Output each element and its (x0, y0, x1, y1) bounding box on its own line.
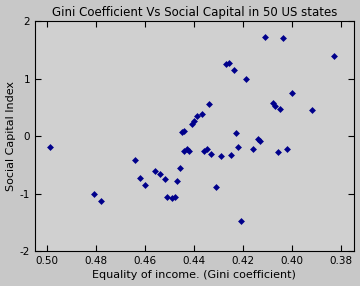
Point (219, 154, 224, 159)
Point (184, 147, 190, 151)
Point (235, 144, 241, 149)
Point (172, 195, 177, 200)
Point (228, 152, 234, 157)
Point (47, 144, 53, 149)
Point (258, 139, 264, 143)
Point (201, 148, 207, 153)
Point (132, 158, 138, 163)
Point (186, 148, 192, 153)
Point (331, 53, 337, 58)
Point (179, 129, 185, 134)
X-axis label: Equality of income. (Gini coefficient): Equality of income. (Gini coefficient) (93, 271, 296, 281)
Point (272, 104, 278, 109)
Point (199, 112, 204, 117)
Point (162, 177, 168, 182)
Point (226, 60, 231, 65)
Point (309, 108, 315, 112)
Point (152, 168, 158, 173)
Point (277, 106, 283, 111)
Title: Gini Coefficient Vs Social Capital in 50 US states: Gini Coefficient Vs Social Capital in 50… (51, 5, 337, 19)
Point (262, 35, 268, 39)
Point (192, 118, 197, 123)
Point (284, 147, 290, 151)
Point (91, 192, 97, 197)
Point (181, 128, 187, 133)
Point (231, 68, 237, 72)
Point (138, 175, 143, 180)
Point (238, 219, 244, 224)
Point (204, 147, 210, 151)
Point (143, 183, 148, 188)
Point (250, 147, 256, 151)
Point (280, 36, 285, 41)
Point (270, 101, 276, 105)
Y-axis label: Social Capital Index: Social Capital Index (5, 81, 15, 191)
Point (169, 196, 175, 201)
Point (275, 150, 280, 155)
Point (174, 179, 180, 183)
Point (194, 114, 199, 118)
Point (177, 166, 183, 170)
Point (189, 121, 195, 126)
Point (98, 199, 104, 204)
Point (165, 194, 170, 199)
Point (157, 171, 163, 176)
Point (289, 91, 295, 95)
Point (206, 102, 212, 106)
Point (223, 62, 229, 67)
Point (255, 137, 261, 142)
Point (213, 185, 219, 189)
Point (181, 148, 187, 153)
Point (233, 131, 239, 136)
Point (208, 151, 214, 156)
Point (243, 76, 249, 81)
